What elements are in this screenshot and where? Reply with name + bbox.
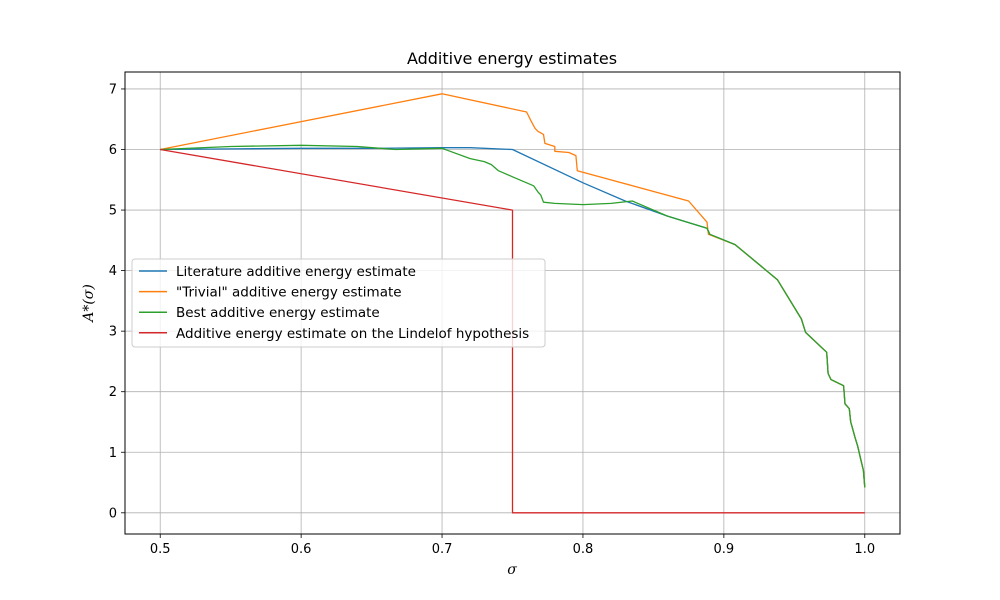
y-tick-label: 4 [109, 264, 117, 279]
x-tick-label: 0.7 [432, 542, 453, 557]
y-tick-label: 6 [109, 143, 117, 158]
legend-label-0: Literature additive energy estimate [176, 264, 416, 280]
legend: Literature additive energy estimate "Triv… [131, 258, 546, 348]
y-axis-label: A*(σ) [81, 284, 97, 324]
y-tick-label: 1 [109, 446, 117, 461]
y-tick-label: 0 [109, 506, 117, 521]
x-tick-label: 0.8 [573, 542, 594, 557]
series-line-3 [160, 148, 865, 514]
plot-frame [124, 71, 901, 535]
y-axis-ticks: 0 1 2 3 4 5 6 7 [109, 82, 125, 521]
y-tick-label: 2 [109, 385, 117, 400]
x-axis-ticks: 0.5 0.6 0.7 0.8 0.9 1.0 [150, 534, 875, 557]
x-tick-label: 0.9 [714, 542, 735, 557]
y-tick-label: 7 [109, 82, 117, 97]
legend-label-1: "Trivial" additive energy estimate [176, 285, 402, 301]
series-line-2 [160, 144, 866, 488]
legend-label-2: Best additive energy estimate [176, 305, 380, 321]
legend-label-3: Additive energy estimate on the Lindelof… [176, 326, 529, 342]
y-tick-label: 5 [109, 204, 117, 219]
chart-title: Additive energy estimates [407, 49, 617, 68]
series-lines [160, 93, 866, 514]
x-tick-label: 1.0 [854, 542, 875, 557]
y-tick-label: 3 [109, 325, 117, 340]
x-axis-label: σ [507, 562, 517, 578]
x-tick-label: 0.5 [150, 542, 171, 557]
x-tick-label: 0.6 [291, 542, 312, 557]
legend-box [131, 258, 546, 348]
